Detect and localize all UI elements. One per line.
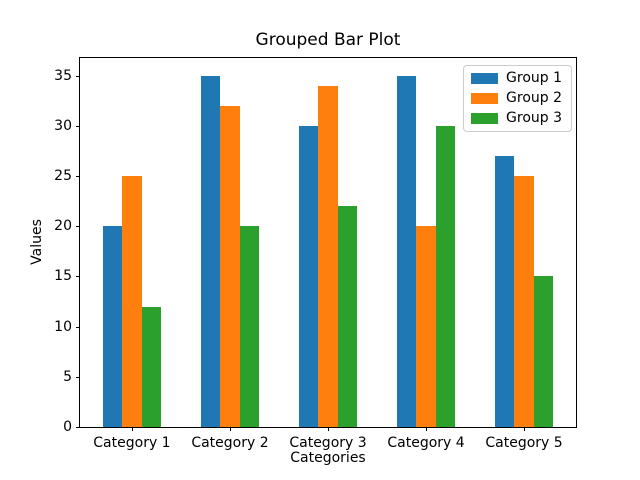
y-tick-label: 0 [63,419,72,435]
bar-group3-category4 [435,125,456,427]
x-tick-mark [131,427,133,431]
bar-group1-category4 [396,75,417,427]
x-tick-mark [524,427,526,431]
chart-title: Grouped Bar Plot [255,30,401,50]
bar-group3-category5 [533,276,554,427]
legend-label: Group 1 [506,70,562,86]
y-tick-mark [76,175,80,177]
y-tick-label: 25 [54,167,72,184]
x-tick-label: Category 5 [485,435,563,451]
y-tick-mark [76,276,80,278]
bar-group3-category1 [141,306,162,427]
legend-swatch-group3 [471,113,499,124]
x-tick-label: Category 4 [387,435,465,451]
legend-item: Group 3 [471,111,562,126]
x-tick-label: Category 1 [93,435,171,451]
plot-area: 0 5 10 15 20 25 30 35 Category 1 Category 2 Categ… [54,57,577,451]
legend: Group 1 Group 2 Group 3 [463,65,572,132]
x-tick-mark [328,427,329,431]
x-tick-mark [229,427,231,431]
bar-group2-category2 [220,105,240,427]
y-tick-mark [76,326,80,328]
x-tick-label: Category 2 [191,435,269,451]
legend-swatch-group1 [471,73,499,84]
legend-label: Group 3 [506,110,562,126]
y-tick-label: 15 [54,268,72,285]
y-tick-label: 30 [54,117,72,134]
legend-item: Group 2 [471,91,562,106]
legend-item: Group 1 [471,71,562,86]
bar-group2-category3 [318,85,338,427]
bar-group1-category1 [102,226,123,427]
bar-group2-category1 [122,175,142,427]
bar-group1-category3 [298,125,319,427]
y-tick-mark [76,226,80,228]
y-tick-mark [76,125,80,127]
bar-group1-category2 [200,75,221,427]
y-tick-mark [76,75,80,77]
legend-label: Group 2 [506,90,562,106]
x-tick-mark [426,427,428,431]
y-tick-label: 35 [54,67,72,84]
y-axis-label: Values [29,219,45,265]
legend-swatch-group2 [471,93,499,104]
bar-group3-category2 [239,226,260,427]
bar-group2-category5 [514,175,534,427]
bar-group1-category5 [494,155,515,427]
y-tick-mark [76,376,80,378]
bar-group3-category3 [337,206,358,427]
bar-group2-category4 [416,226,436,427]
y-tick-label: 20 [54,218,72,235]
y-tick-label: 5 [63,368,72,385]
x-axis-label: Categories [290,450,366,466]
y-tick-mark [76,427,80,428]
y-tick-label: 10 [54,318,72,335]
x-tick-label: Category 3 [289,435,367,451]
